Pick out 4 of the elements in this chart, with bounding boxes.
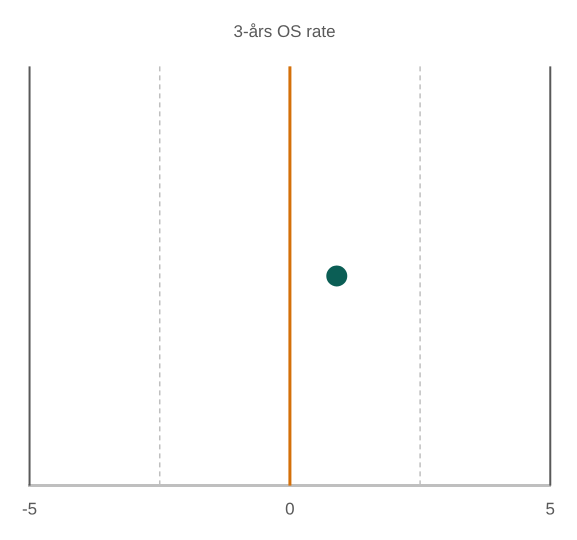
x-tick-label: -5 [22, 499, 38, 518]
x-tick-label: 0 [285, 499, 295, 518]
chart-title: 3-års OS rate [233, 22, 336, 41]
x-tick-label: 5 [546, 499, 556, 518]
